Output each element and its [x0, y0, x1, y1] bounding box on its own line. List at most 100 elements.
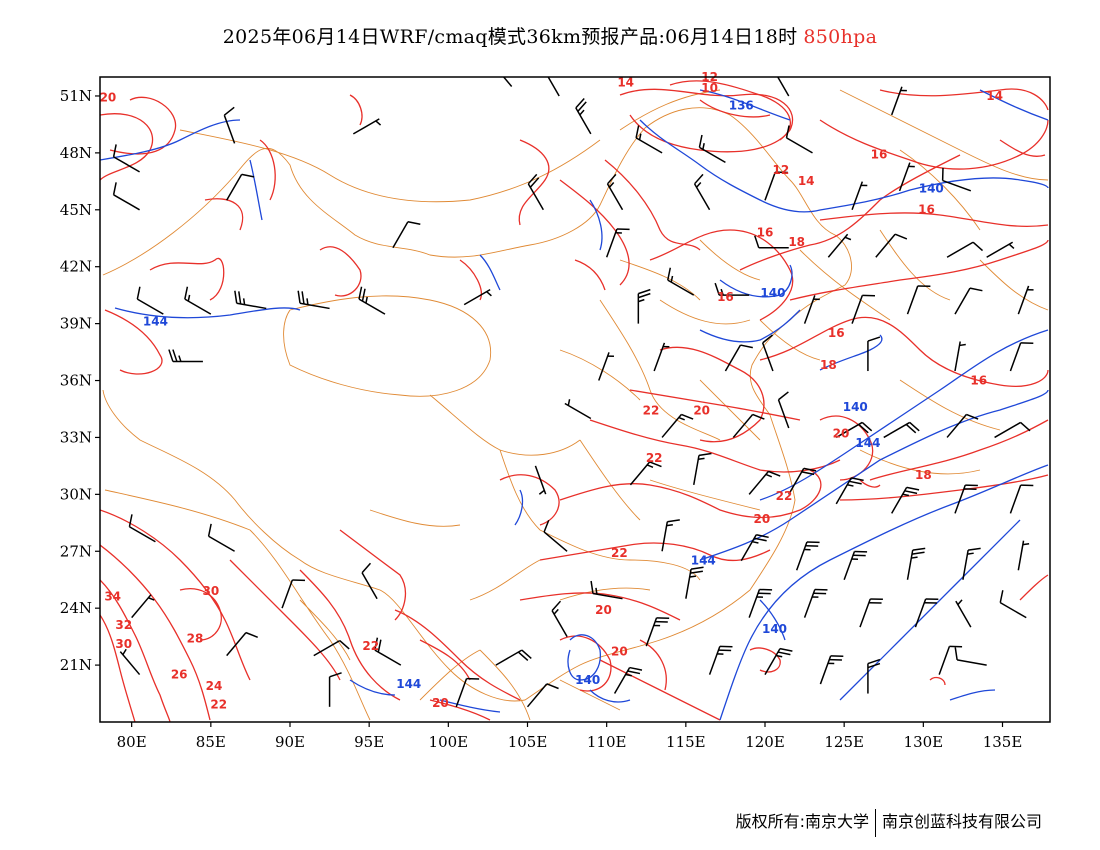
height-isoline: [699, 309, 801, 343]
temperature-isoline: [299, 569, 401, 701]
wind-barb: [112, 144, 140, 173]
height-isoline: [639, 119, 1049, 213]
lon-tick-label: 85E: [196, 733, 226, 751]
temperature-isoline: [559, 469, 822, 519]
temperature-isoline: [459, 259, 482, 301]
copyright-footer: 版权所有:南京大学 南京创蓝科技有限公司: [736, 808, 1042, 837]
wind-barb: [685, 566, 704, 599]
height-label: 136: [729, 98, 754, 112]
height-isoline: [819, 334, 883, 371]
wind-barb: [776, 77, 790, 97]
temperature-isoline: [559, 179, 630, 286]
wind-barb: [564, 399, 592, 420]
height-isoline: [699, 89, 791, 121]
temperature-isoline: [100, 579, 171, 722]
temperature-label: 22: [611, 546, 628, 560]
temperature-isoline: [229, 559, 341, 681]
wind-barb: [819, 655, 844, 685]
height-isoline: [249, 159, 263, 221]
height-isoline: [759, 329, 1049, 501]
temperature-label: 34: [104, 590, 121, 604]
wind-barb: [661, 519, 680, 552]
title-main: 2025年06月14日WRF/cmaq模式36km预报产品:06月14日18时: [222, 26, 798, 48]
footer-left: 版权所有:南京大学: [735, 812, 869, 831]
wind-barb: [883, 421, 920, 439]
wind-barb: [635, 125, 663, 154]
wind-barb: [777, 391, 790, 429]
wind-barb: [119, 648, 141, 676]
lon-tick-label: 80E: [117, 733, 147, 751]
temperature-isoline: [649, 229, 794, 321]
height-isoline: [759, 599, 786, 641]
wind-barb: [764, 171, 788, 201]
temperature-isoline: [574, 259, 606, 291]
temperature-isoline: [499, 474, 560, 526]
temperature-isoline: [839, 474, 1049, 501]
temperature-isoline: [659, 346, 765, 443]
temperature-isoline: [859, 479, 881, 488]
temperature-label: 10: [701, 81, 718, 95]
wind-barb: [463, 288, 492, 306]
lon-tick-label: 135E: [983, 733, 1023, 751]
province-lines-1: [283, 295, 492, 397]
china-border: [102, 107, 852, 702]
wind-barb: [698, 134, 726, 164]
province-lines-2: [369, 239, 761, 601]
lon-tick-label: 120E: [745, 733, 785, 751]
temperature-isoline: [599, 659, 721, 721]
wind-barb: [527, 173, 544, 211]
temperature-label: 14: [617, 75, 634, 89]
wind-barb: [867, 336, 881, 372]
lat-tick-label: 48N: [60, 144, 92, 162]
temperature-label: 16: [828, 326, 845, 340]
wind-barb: [131, 594, 155, 619]
wind-barb: [955, 599, 972, 628]
wind-barb: [297, 290, 330, 310]
temperature-isoline: [604, 159, 701, 251]
height-isoline: [949, 689, 996, 701]
temperature-label: 26: [171, 667, 188, 681]
wind-barb: [954, 341, 966, 372]
wind-barb: [851, 181, 868, 211]
temperature-isoline: [669, 80, 792, 141]
height-label: 144: [855, 436, 880, 450]
lat-tick-label: 30N: [60, 485, 92, 503]
temperature-isoline: [339, 529, 407, 621]
temperature-isoline: [100, 509, 251, 681]
wind-barb: [835, 477, 864, 505]
height-isoline: [114, 307, 301, 319]
wind-barb: [392, 221, 421, 249]
temperature-isoline: [629, 389, 801, 421]
mongolia-russia-lines: [179, 89, 1049, 475]
wind-barb: [898, 162, 915, 192]
wind-barb: [693, 452, 712, 485]
wind-barb: [954, 647, 987, 666]
wind-barb: [875, 233, 908, 258]
height-label: 144: [396, 677, 421, 691]
wind-barb: [843, 550, 868, 580]
wind-barb: [455, 677, 480, 708]
wind-barb: [226, 173, 255, 201]
temperature-label: 22: [776, 489, 793, 503]
temperature-isoline: [104, 309, 163, 375]
wind-barb: [890, 86, 907, 116]
wind-barb: [234, 290, 267, 310]
temperature-isoline: [869, 419, 1049, 481]
wind-barb: [748, 588, 773, 618]
temperature-isoline: [518, 139, 550, 226]
temperature-isoline: [539, 542, 771, 562]
temperature-label: 20: [693, 404, 710, 418]
boundary-layer: [102, 89, 1049, 721]
temperature-label: 20: [432, 696, 449, 710]
temperature-isoline: [759, 316, 1049, 387]
temperature-label: 22: [646, 451, 663, 465]
lon-tick-label: 95E: [354, 733, 384, 751]
temperature-label: 20: [611, 645, 628, 659]
wind-barb: [946, 241, 984, 258]
temperature-label: 18: [915, 468, 932, 482]
wind-barb: [764, 647, 793, 675]
wind-barb: [803, 295, 820, 324]
lon-tick-label: 105E: [508, 733, 548, 751]
temperature-label: 22: [362, 639, 379, 653]
